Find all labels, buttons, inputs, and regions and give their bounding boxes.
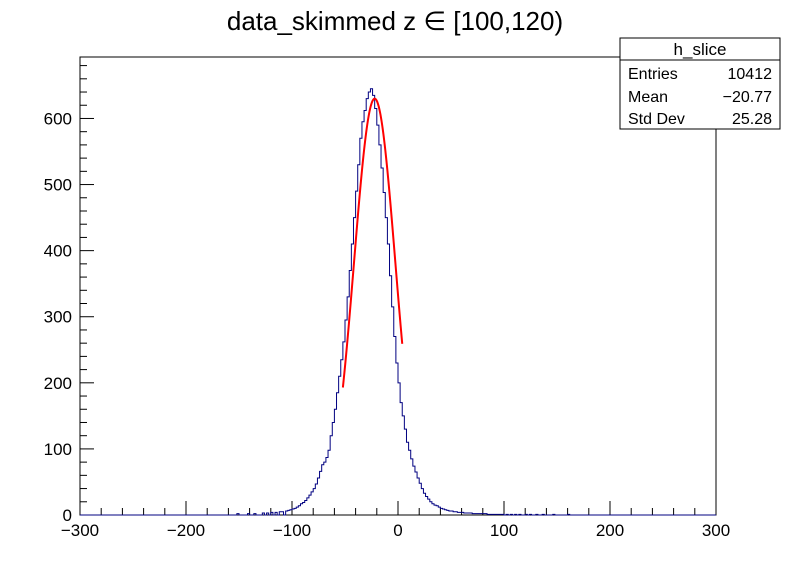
y-tick-label: 500 [44,176,72,195]
x-axis-ticks [79,501,717,515]
x-tick-label: −100 [273,521,311,540]
y-axis-tick-labels: 0 100 200 300 400 500 600 [44,109,72,525]
x-tick-label: 300 [702,521,730,540]
x-tick-label: 100 [490,521,518,540]
y-tick-label: 200 [44,374,72,393]
y-axis-ticks [80,65,94,516]
stats-mean-value: −20.77 [723,89,772,106]
chart-title: data_skimmed z ∈ [100,120) [227,6,563,36]
stats-stddev-value: 25.28 [732,111,772,128]
stats-stddev-label: Std Dev [628,111,685,128]
y-tick-label: 600 [44,109,72,128]
gaussian-fit-curve [341,97,404,388]
stats-box-frame [619,37,781,130]
y-tick-label: 300 [44,308,72,327]
x-tick-label: 0 [393,521,402,540]
stats-entries-label: Entries [628,66,678,83]
stats-box: h_slice Entries 10412 Mean −20.77 Std De… [619,37,781,130]
y-tick-label: 400 [44,242,72,261]
histogram-line [80,88,716,516]
y-tick-label: 100 [44,440,72,459]
x-tick-label: −300 [61,521,99,540]
x-axis-tick-labels: −300 −200 −100 0 100 200 300 [61,521,730,540]
stats-entries-value: 10412 [728,66,773,83]
x-tick-label: −200 [167,521,205,540]
y-tick-label: 0 [63,506,72,525]
x-tick-label: 200 [596,521,624,540]
stats-mean-label: Mean [628,89,668,106]
stats-box-title: h_slice [674,40,727,59]
